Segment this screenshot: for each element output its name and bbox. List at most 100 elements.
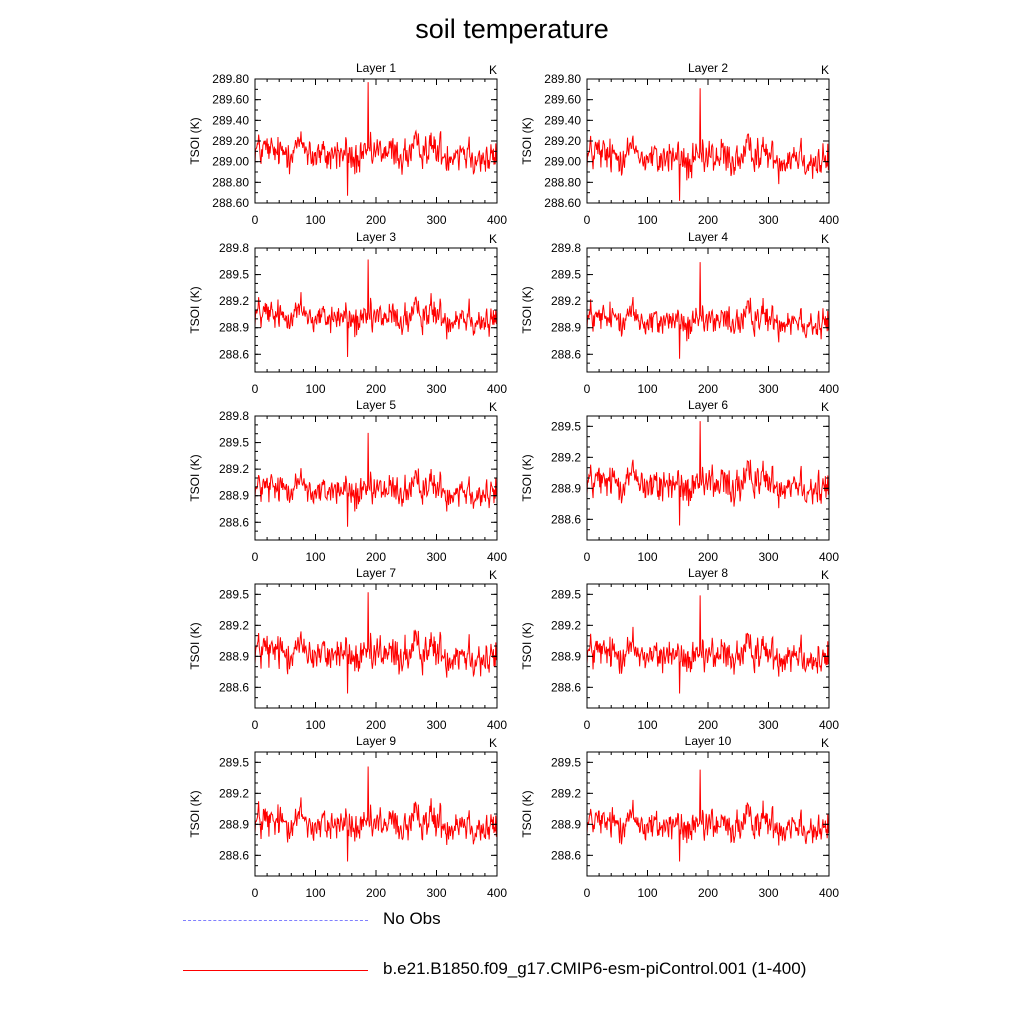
units-label: K <box>489 232 497 246</box>
x-tick-label: 300 <box>426 382 446 396</box>
y-tick-label: 288.6 <box>551 512 581 526</box>
y-tick-label: 288.9 <box>219 321 249 335</box>
y-tick-label: 289.5 <box>551 268 581 282</box>
data-line <box>254 766 498 862</box>
panel-6: 288.6 288.9 289.2 289.5 0 100 200 300 400 Layer 6… <box>520 398 839 564</box>
x-tick-label: 0 <box>252 886 259 900</box>
legend-label: No Obs <box>383 909 441 928</box>
x-tick-label: 0 <box>252 550 259 564</box>
panel-8: 288.6 288.9 289.2 289.5 0 100 200 300 400 Layer 8… <box>520 566 839 732</box>
x-tick-label: 200 <box>698 886 718 900</box>
units-label: K <box>821 232 829 246</box>
units-label: K <box>821 63 829 77</box>
y-axis-label: TSOI (K) <box>520 286 534 333</box>
x-tick-label: 400 <box>819 382 839 396</box>
y-tick-label: 289.20 <box>544 134 581 148</box>
y-tick-label: 288.9 <box>551 321 581 335</box>
y-tick-label: 289.20 <box>212 134 249 148</box>
x-tick-label: 100 <box>637 550 657 564</box>
y-axis-label: TSOI (K) <box>520 454 534 501</box>
x-tick-label: 300 <box>426 213 446 227</box>
y-tick-label: 289.2 <box>219 786 249 800</box>
panel-9: 288.6 288.9 289.2 289.5 0 100 200 300 400 Layer 9… <box>188 734 507 900</box>
units-label: K <box>489 736 497 750</box>
data-line <box>254 432 498 527</box>
y-tick-label: 289.80 <box>544 72 581 86</box>
y-tick-label: 289.5 <box>551 755 581 769</box>
data-line <box>254 82 498 196</box>
plot-frame <box>254 751 498 877</box>
y-tick-label: 289.8 <box>551 241 581 255</box>
x-tick-label: 200 <box>698 718 718 732</box>
x-tick-label: 300 <box>426 718 446 732</box>
y-tick-label: 288.9 <box>551 817 581 831</box>
legend-swatch-dashed <box>183 920 368 921</box>
x-tick-label: 0 <box>252 213 259 227</box>
x-tick-label: 400 <box>487 213 507 227</box>
y-tick-label: 289.00 <box>544 155 581 169</box>
y-tick-label: 289.5 <box>219 755 249 769</box>
x-tick-label: 0 <box>584 550 591 564</box>
y-tick-label: 288.6 <box>551 848 581 862</box>
panel-title: Layer 10 <box>685 734 732 748</box>
x-tick-label: 200 <box>698 213 718 227</box>
y-tick-label: 288.60 <box>544 196 581 210</box>
y-axis-label: TSOI (K) <box>520 117 534 164</box>
x-tick-label: 100 <box>637 886 657 900</box>
y-tick-label: 288.6 <box>219 848 249 862</box>
panel-3: 288.6 288.9 289.2 289.5 289.8 0 100 200 300 400 La… <box>188 230 507 396</box>
x-tick-label: 200 <box>698 550 718 564</box>
x-tick-label: 200 <box>366 213 386 227</box>
x-tick-label: 200 <box>366 382 386 396</box>
y-tick-label: 288.80 <box>212 175 249 189</box>
legend-label: b.e21.B1850.f09_g17.CMIP6-esm-piControl.… <box>383 959 807 978</box>
y-tick-label: 288.6 <box>551 680 581 694</box>
y-tick-label: 289.80 <box>212 72 249 86</box>
x-tick-label: 400 <box>487 550 507 564</box>
y-tick-label: 288.9 <box>219 649 249 663</box>
y-axis-label: TSOI (K) <box>188 790 202 837</box>
y-tick-label: 288.6 <box>219 680 249 694</box>
y-tick-label: 289.60 <box>212 93 249 107</box>
panel-title: Layer 6 <box>688 398 728 412</box>
y-tick-label: 288.80 <box>544 175 581 189</box>
y-tick-label: 289.8 <box>219 409 249 423</box>
y-tick-label: 289.2 <box>219 462 249 476</box>
x-tick-label: 300 <box>758 213 778 227</box>
panel-title: Layer 9 <box>356 734 396 748</box>
x-tick-label: 0 <box>584 718 591 732</box>
x-tick-label: 400 <box>819 718 839 732</box>
panel-2: 288.60 288.80 289.00 289.20 289.40 289.60 289.… <box>520 61 839 227</box>
data-line <box>586 262 830 359</box>
plot-frame <box>254 583 498 709</box>
y-axis-label: TSOI (K) <box>188 454 202 501</box>
y-tick-label: 289.2 <box>551 294 581 308</box>
panel-title: Layer 7 <box>356 566 396 580</box>
y-tick-label: 288.9 <box>551 649 581 663</box>
x-tick-label: 200 <box>366 886 386 900</box>
data-line <box>586 88 830 201</box>
units-label: K <box>821 400 829 414</box>
x-tick-label: 400 <box>819 213 839 227</box>
plot-frame <box>586 415 830 541</box>
data-line <box>254 259 498 357</box>
plot-frame <box>586 78 830 204</box>
chart-title: soil temperature <box>415 14 609 44</box>
y-tick-label: 289.2 <box>551 450 581 464</box>
panel-title: Layer 3 <box>356 230 396 244</box>
data-line <box>586 769 830 862</box>
panel-title: Layer 4 <box>688 230 728 244</box>
panel-4: 288.6 288.9 289.2 289.5 289.8 0 100 200 300 400 La… <box>520 230 839 396</box>
y-axis-label: TSOI (K) <box>520 790 534 837</box>
x-tick-label: 300 <box>426 886 446 900</box>
plot-frame <box>254 247 498 373</box>
y-axis-label: TSOI (K) <box>520 622 534 669</box>
y-axis-label: TSOI (K) <box>188 117 202 164</box>
data-line <box>254 592 498 694</box>
y-tick-label: 289.60 <box>544 93 581 107</box>
y-tick-label: 289.5 <box>219 587 249 601</box>
panel-title: Layer 2 <box>688 61 728 75</box>
x-tick-label: 100 <box>305 886 325 900</box>
y-tick-label: 289.5 <box>551 587 581 601</box>
